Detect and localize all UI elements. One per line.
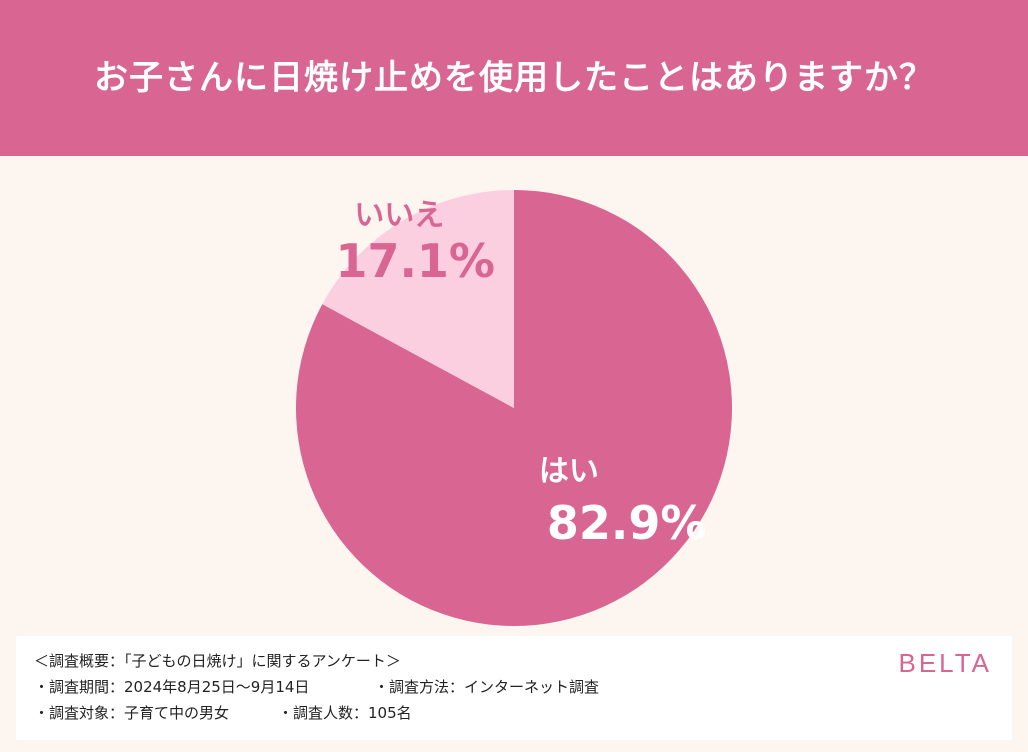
survey-period: ・調査期間：2024年8月25日〜9月14日 (34, 678, 310, 696)
survey-target: ・調査対象：子育て中の男女 (34, 704, 230, 722)
survey-overview-heading: ＜調査概要：「子どもの日焼け」に関するアンケート＞ (34, 652, 401, 670)
slice-value-yes: 82.9% (547, 496, 707, 550)
pie-chart-area: はい 82.9% いいえ 17.1% (0, 156, 1028, 636)
survey-method: ・調査方法：インターネット調査 (374, 678, 600, 696)
survey-summary-box: ＜調査概要：「子どもの日焼け」に関するアンケート＞ ・調査期間：2024年8月2… (16, 636, 1012, 740)
pie-slice-no (322, 190, 514, 408)
brand-logo: BELTA (898, 648, 992, 678)
header-banner: お子さんに日焼け止めを使用したことはありますか？ (0, 0, 1028, 156)
slice-label-no: いいえ (354, 198, 444, 233)
chart-title: お子さんに日焼け止めを使用したことはありますか？ (94, 57, 934, 98)
survey-sample-size: ・調査人数：105名 (278, 704, 412, 722)
slice-label-yes: はい (539, 454, 599, 489)
slice-value-no: 17.1% (335, 234, 495, 288)
